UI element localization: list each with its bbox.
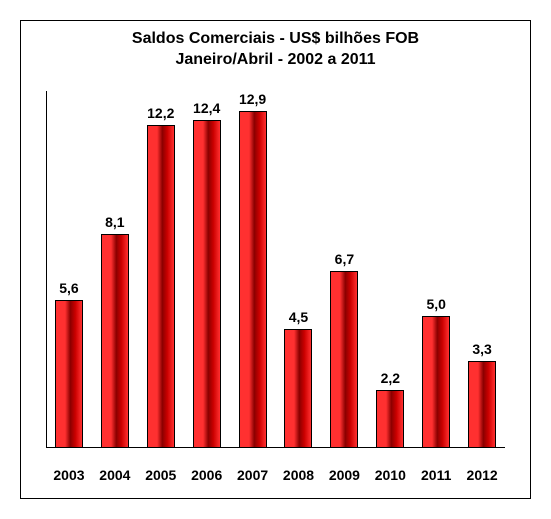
x-axis-tick: 2011 [413, 467, 459, 483]
bar [147, 125, 175, 448]
bar-value-label: 3,3 [472, 341, 491, 357]
bar-value-label: 12,4 [193, 100, 220, 116]
bar-column: 12,4 [184, 91, 230, 448]
bar-column: 12,2 [138, 91, 184, 448]
bar-value-label: 12,9 [239, 91, 266, 107]
bar-column: 12,9 [230, 91, 276, 448]
bar-column: 6,7 [321, 91, 367, 448]
x-axis-tick: 2008 [276, 467, 322, 483]
bar [101, 234, 129, 448]
bar-column: 3,3 [459, 91, 505, 448]
x-axis-tick: 2010 [367, 467, 413, 483]
bar [330, 271, 358, 448]
bar-value-label: 4,5 [289, 309, 308, 325]
bar-column: 2,2 [367, 91, 413, 448]
bar-value-label: 8,1 [105, 214, 124, 230]
bar-column: 8,1 [92, 91, 138, 448]
bar [55, 300, 83, 448]
bar-value-label: 5,6 [59, 280, 78, 296]
bars-row: 5,6 8,1 12,2 12,4 12,9 4,5 6,7 2,2 5,0 3,3 [46, 91, 505, 448]
bar-value-label: 5,0 [426, 296, 445, 312]
x-axis-tick: 2012 [459, 467, 505, 483]
x-axis-tick: 2009 [321, 467, 367, 483]
x-axis-tick: 2003 [46, 467, 92, 483]
bar-column: 5,6 [46, 91, 92, 448]
bar-column: 4,5 [276, 91, 322, 448]
plot-area: 5,6 8,1 12,2 12,4 12,9 4,5 6,7 2,2 5,0 3,3 [46, 91, 505, 448]
title-line-2: Janeiro/Abril - 2002 a 2011 [21, 50, 530, 71]
bar [468, 361, 496, 448]
bar-column: 5,0 [413, 91, 459, 448]
bar [422, 316, 450, 448]
chart-frame: Saldos Comerciais - US$ bilhões FOB Jane… [20, 20, 531, 499]
bar-value-label: 6,7 [335, 251, 354, 267]
bar [193, 120, 221, 448]
x-axis-tick: 2007 [230, 467, 276, 483]
bar-value-label: 2,2 [381, 370, 400, 386]
x-axis-tick: 2005 [138, 467, 184, 483]
chart-container: Saldos Comerciais - US$ bilhões FOB Jane… [0, 0, 551, 519]
bar [284, 329, 312, 448]
x-axis-line [46, 447, 505, 448]
bar [239, 111, 267, 448]
x-axis-tick: 2004 [92, 467, 138, 483]
bar [376, 390, 404, 448]
x-axis-tick: 2006 [184, 467, 230, 483]
bar-value-label: 12,2 [147, 105, 174, 121]
chart-title: Saldos Comerciais - US$ bilhões FOB Jane… [21, 21, 530, 71]
title-line-1: Saldos Comerciais - US$ bilhões FOB [21, 29, 530, 50]
x-axis: 2003200420052006200720082009201020112012 [46, 467, 505, 483]
